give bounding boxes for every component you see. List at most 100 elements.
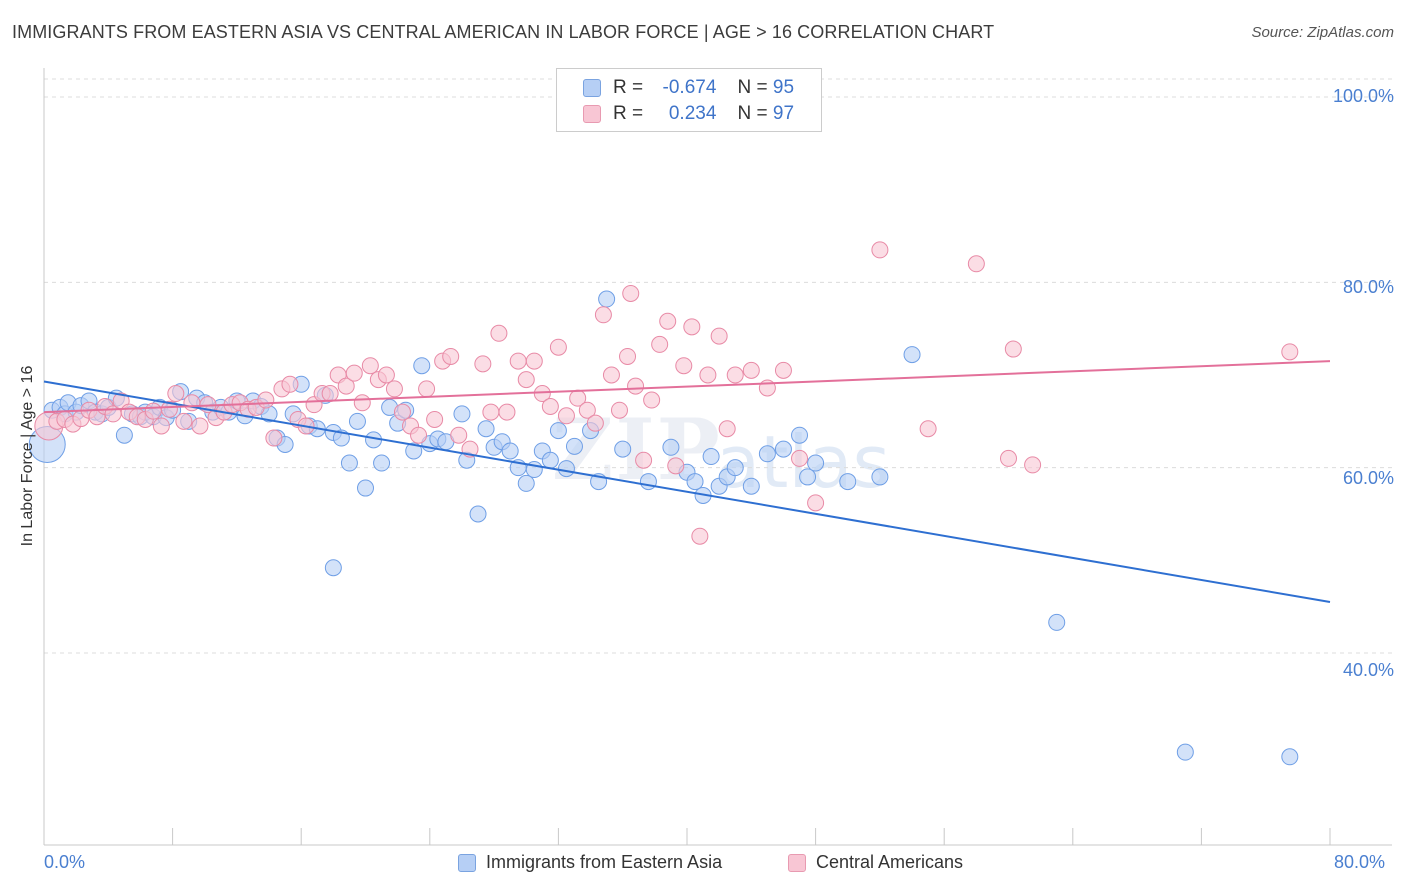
data-point [1000, 449, 1017, 467]
data-point [450, 426, 468, 444]
data-point [718, 420, 736, 438]
legend-row-central-americans: R = 0.234 N = 97 [583, 101, 794, 127]
chart-title: IMMIGRANTS FROM EASTERN ASIA VS CENTRAL … [12, 22, 995, 42]
data-point [167, 385, 185, 403]
data-point [348, 412, 366, 430]
data-point [622, 284, 640, 302]
data-point [442, 347, 460, 365]
data-point [541, 451, 559, 469]
legend-series-name: Immigrants from Eastern Asia [486, 852, 723, 872]
data-point [490, 324, 508, 342]
legend-r-value: 0.234 [668, 103, 717, 124]
data-point [324, 559, 342, 577]
trend-lines [43, 360, 1331, 604]
data-point [774, 440, 792, 458]
data-point [160, 400, 178, 418]
data-point [627, 377, 645, 395]
chart-source: Source: ZipAtlas.com [1251, 24, 1394, 41]
data-point [257, 391, 275, 409]
stats-legend: R = -0.674 N = 95 R = 0.234 N = 97 [556, 68, 822, 132]
data-point [871, 241, 889, 259]
data-point [509, 352, 527, 370]
data-point [345, 364, 363, 382]
data-point [405, 442, 423, 460]
legend-n-label: N = [737, 103, 768, 124]
data-point [498, 403, 516, 421]
data-point [565, 437, 583, 455]
data-point [517, 474, 535, 492]
legend-swatch-pink [583, 105, 601, 123]
legend-r-value: -0.674 [662, 77, 717, 98]
data-point [191, 417, 209, 435]
x-tick-label-min: 0.0% [44, 852, 86, 872]
data-point [742, 361, 760, 379]
data-point [594, 306, 612, 324]
legend-row-eastern-asia: R = -0.674 N = 95 [583, 75, 794, 101]
data-point [686, 473, 704, 491]
data-point [839, 473, 857, 491]
data-point [742, 477, 760, 495]
data-point [791, 449, 809, 467]
data-point [675, 357, 693, 375]
data-point [791, 426, 809, 444]
legend-r-label: R = [613, 103, 644, 124]
data-point [115, 426, 133, 444]
data-point [1281, 343, 1299, 361]
trend-line-central-americans [43, 360, 1331, 414]
data-point [557, 407, 575, 425]
data-point [635, 451, 653, 469]
data-point [501, 442, 519, 460]
series-legend-central-americans: Central Americans [788, 852, 963, 873]
data-point [967, 255, 985, 273]
data-point [549, 422, 567, 440]
data-point [175, 412, 193, 430]
data-point [1281, 748, 1299, 766]
legend-n-value: 97 [772, 103, 795, 124]
data-point [418, 380, 436, 398]
data-point [413, 357, 431, 375]
data-point [578, 401, 596, 419]
data-point [602, 366, 620, 384]
data-point [807, 454, 825, 472]
legend-n-value: 95 [772, 77, 795, 98]
y-tick-label: 60.0% [1342, 468, 1394, 488]
data-point [598, 290, 616, 308]
data-point [265, 429, 283, 447]
data-point [726, 366, 744, 384]
data-point [662, 438, 680, 456]
data-point [410, 426, 428, 444]
legend-series-name: Central Americans [816, 852, 964, 872]
data-point [353, 394, 371, 412]
data-point [144, 402, 162, 420]
legend-swatch-blue [583, 79, 601, 97]
data-point [393, 403, 411, 421]
data-point [557, 460, 575, 478]
data-point [758, 445, 776, 463]
data-point [710, 327, 728, 345]
data-point [541, 398, 559, 416]
legend-r-label: R = [613, 77, 644, 98]
legend-swatch-blue [458, 853, 476, 872]
data-point [517, 371, 535, 389]
data-point [774, 361, 792, 379]
data-point [691, 527, 709, 545]
data-point [610, 401, 628, 419]
data-point [683, 318, 701, 336]
data-point [1024, 456, 1042, 474]
data-point [1048, 613, 1066, 631]
data-point [586, 414, 604, 432]
y-tick-label: 100.0% [1332, 86, 1394, 106]
y-axis-label: In Labor Force | Age > 16 [19, 365, 36, 547]
data-point [799, 468, 817, 486]
data-point [373, 454, 391, 472]
data-point [337, 377, 355, 395]
data-point [385, 380, 403, 398]
data-point [453, 405, 471, 423]
data-point [377, 366, 395, 384]
data-point [477, 420, 495, 438]
data-point [871, 468, 889, 486]
data-point [699, 366, 717, 384]
data-point [1004, 340, 1022, 358]
data-point [482, 403, 500, 421]
data-point [361, 357, 379, 375]
